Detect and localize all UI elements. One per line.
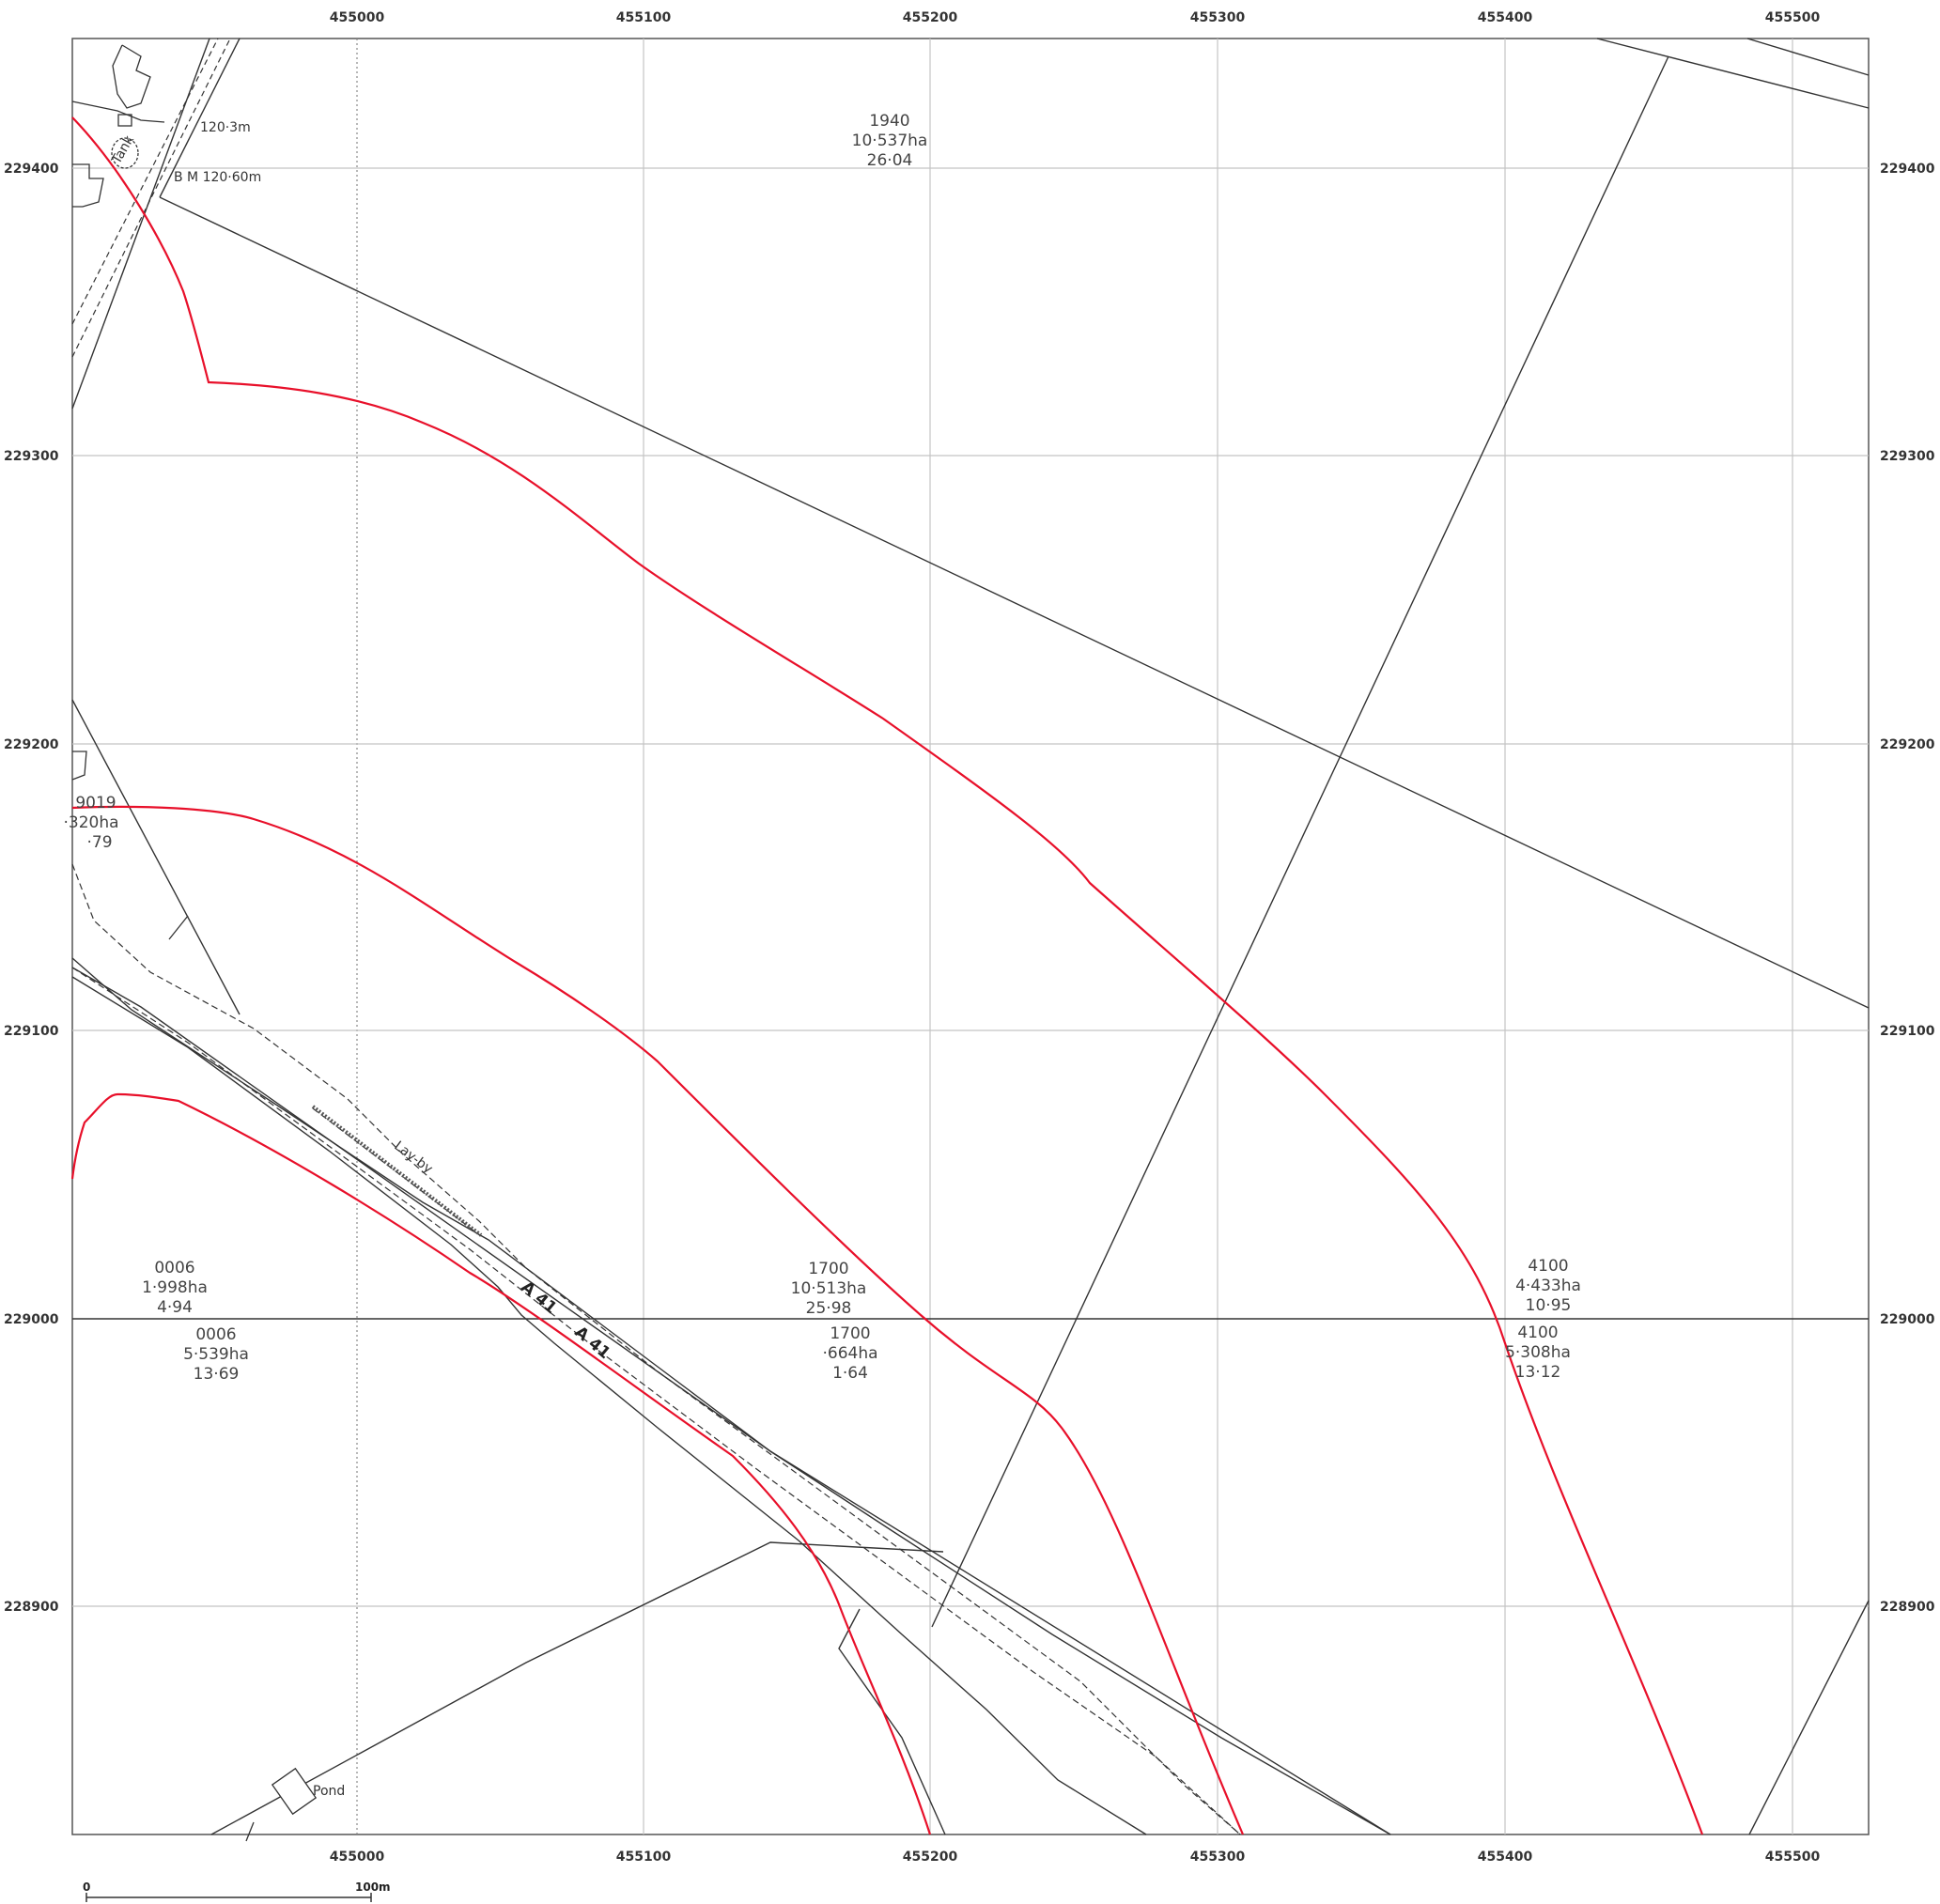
parcel-id: 0006 (154, 1259, 194, 1277)
parcel-id: 4100 (1517, 1324, 1558, 1342)
easting-label: 455300 (1190, 1850, 1246, 1865)
parcel-1940: 1940 10·537ha 26·04 (852, 112, 928, 170)
parcel-area: 1·998ha (142, 1278, 208, 1297)
scale-end: 100m (355, 1881, 391, 1894)
northing-label: 229100 (1880, 1024, 1935, 1039)
parcel-area: ·320ha (63, 813, 118, 832)
easting-label: 455000 (330, 1850, 385, 1865)
easting-label: 455400 (1478, 1850, 1533, 1865)
parcel-acres: 4·94 (157, 1298, 193, 1317)
scale-bar: 0 100m (83, 1881, 391, 1902)
parcel-9019: 9019 ·320ha ·79 (63, 794, 118, 852)
a41-road (71, 957, 1391, 1835)
parcel-0006-b: 0006 5·539ha 13·69 (183, 1325, 249, 1384)
easting-label: 455500 (1765, 10, 1821, 25)
northing-label: 229300 (1880, 449, 1935, 464)
parcel-acres: 25·98 (806, 1299, 852, 1318)
parcel-id: 4100 (1528, 1257, 1568, 1276)
eastings-top: 455000 455100 455200 455300 455400 45550… (330, 10, 1821, 25)
northing-label: 229400 (4, 162, 59, 177)
northing-label: 229100 (4, 1024, 59, 1039)
parcel-4100-a: 4100 4·433ha 10·95 (1515, 1257, 1581, 1315)
minor-road (71, 38, 241, 410)
spot-height-label: 120·3m (200, 120, 251, 135)
parcel-0006-a: 0006 1·998ha 4·94 (142, 1259, 208, 1317)
parcel-id: 1700 (830, 1324, 870, 1343)
parcel-area: 4·433ha (1515, 1277, 1581, 1295)
grid-lines (72, 39, 1869, 1834)
northings-right: 229400 229300 229200 229100 229000 22890… (1880, 162, 1935, 1615)
scale-start: 0 (83, 1881, 90, 1894)
parcel-area: 5·539ha (183, 1345, 249, 1364)
northing-label: 229200 (1880, 737, 1935, 752)
parcel-area: 10·513ha (791, 1279, 867, 1298)
parcel-acres: 13·69 (194, 1365, 240, 1384)
parcel-area: ·664ha (822, 1344, 877, 1363)
northing-label: 229400 (1880, 162, 1935, 177)
easting-label: 455000 (330, 10, 385, 25)
parcel-id: 0006 (195, 1325, 236, 1344)
map-frame (71, 38, 1870, 1835)
parcel-1700-b: 1700 ·664ha 1·64 (822, 1324, 877, 1383)
easting-label: 455300 (1190, 10, 1246, 25)
parcel-id: 9019 (75, 794, 116, 813)
site-boundary (70, 116, 1704, 1835)
easting-label: 455100 (616, 10, 672, 25)
northing-label: 228900 (4, 1600, 59, 1615)
parcel-id: 1940 (869, 112, 909, 131)
parcel-area: 5·308ha (1505, 1343, 1571, 1362)
northing-label: 229200 (4, 737, 59, 752)
pond-icon (271, 1767, 318, 1816)
parcel-acres: ·79 (86, 833, 112, 852)
eastings-bottom: 455000 455100 455200 455300 455400 45550… (330, 1850, 1821, 1865)
pond-label: Pond (313, 1784, 345, 1799)
parcel-acres: 10·95 (1526, 1296, 1572, 1315)
northing-label: 228900 (1880, 1600, 1935, 1615)
northing-label: 229300 (4, 449, 59, 464)
northing-label: 229000 (1880, 1312, 1935, 1327)
easting-label: 455200 (903, 10, 958, 25)
northing-label: 229000 (4, 1312, 59, 1327)
easting-label: 455400 (1478, 10, 1533, 25)
benchmark-label: B M 120·60m (174, 170, 261, 185)
parcel-1700-a: 1700 10·513ha 25·98 (791, 1260, 867, 1318)
parcel-acres: 26·04 (867, 151, 913, 170)
easting-label: 455500 (1765, 1850, 1821, 1865)
parcel-4100-b: 4100 5·308ha 13·12 (1505, 1324, 1571, 1382)
minor-road-dashed (71, 38, 231, 358)
buildings (71, 44, 255, 1842)
easting-label: 455100 (616, 1850, 672, 1865)
northings-left: 229400 229300 229200 229100 229000 22890… (4, 162, 59, 1615)
parcel-area: 10·537ha (852, 132, 928, 150)
layby-marking (311, 1105, 483, 1237)
parcel-id: 1700 (808, 1260, 848, 1278)
easting-label: 455200 (903, 1850, 958, 1865)
parcel-acres: 13·12 (1515, 1363, 1561, 1382)
parcel-acres: 1·64 (832, 1364, 868, 1383)
